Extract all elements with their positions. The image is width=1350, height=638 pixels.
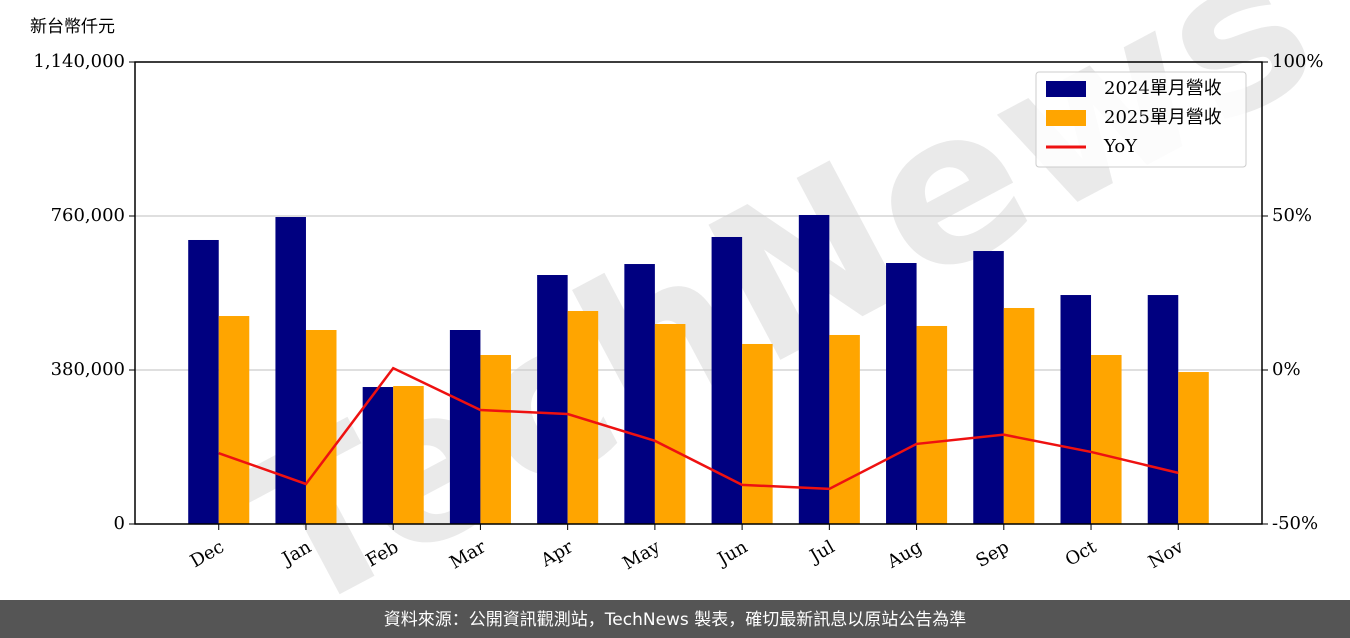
bar	[829, 334, 860, 524]
y2-tick-label: 0%	[1272, 359, 1301, 380]
line-series	[218, 366, 1179, 491]
legend-swatch	[1046, 110, 1086, 126]
plot-frame	[134, 61, 1263, 525]
bar	[886, 263, 917, 524]
y2-tick-label: 100%	[1272, 51, 1323, 72]
y-axis-label: 新台幣仟元	[30, 17, 115, 37]
y2-tick-label: -50%	[1272, 513, 1318, 534]
legend-label: 2025單月營收	[1104, 107, 1222, 128]
bar	[742, 343, 773, 524]
bar	[393, 386, 424, 524]
bar	[973, 251, 1004, 524]
bar	[449, 330, 481, 524]
y-tick-label: 0	[114, 513, 125, 534]
bar	[188, 239, 219, 524]
bar	[1178, 372, 1209, 524]
footer-bar	[0, 600, 1350, 638]
y-tick-label: 760,000	[51, 205, 125, 226]
y-tick-label: 380,000	[51, 359, 125, 380]
bar	[218, 316, 250, 524]
y-tick-label: 1,140,000	[33, 51, 125, 72]
bar	[305, 330, 337, 524]
bar	[480, 355, 511, 524]
bar	[537, 275, 568, 524]
bar	[362, 387, 394, 524]
bar	[798, 214, 830, 524]
bar	[1003, 307, 1035, 524]
legend-label: YoY	[1103, 136, 1138, 157]
bar	[654, 324, 686, 524]
footer: 資料來源：公開資訊觀測站，TechNews 製表，確切最新訊息以原站公告為準	[384, 610, 966, 630]
bar	[711, 236, 743, 525]
bar	[624, 264, 655, 524]
bar	[275, 217, 306, 524]
bar	[916, 325, 948, 524]
bar	[1060, 295, 1092, 524]
bar	[1147, 295, 1179, 524]
legend-label: 2024單月營收	[1104, 78, 1222, 99]
legend-swatch	[1046, 81, 1086, 97]
bar	[1091, 355, 1122, 524]
y2-tick-label: 50%	[1272, 205, 1312, 226]
legend-box	[1035, 71, 1247, 168]
